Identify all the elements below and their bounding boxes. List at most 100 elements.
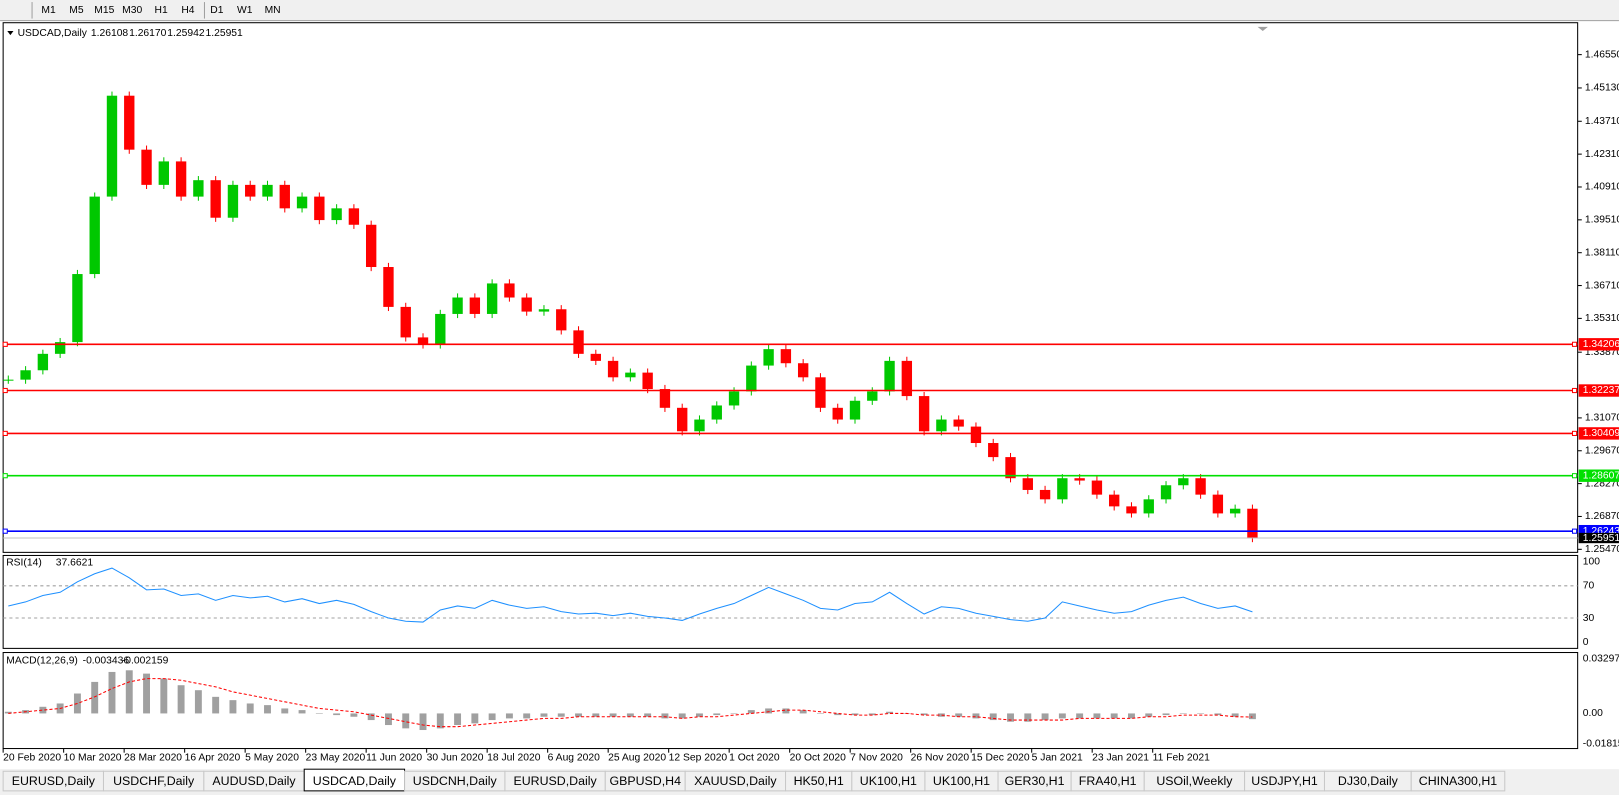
tab[interactable]: FRA40,H1 (1070, 770, 1145, 792)
tab-label[interactable]: GER30,H1 (1005, 774, 1065, 788)
timeframe-button[interactable]: H1 (155, 5, 168, 16)
candle-body (469, 297, 481, 314)
macd-bar (229, 700, 237, 714)
timeframe-button[interactable]: MN (265, 5, 281, 16)
macd-bar (955, 713, 963, 717)
tab-label[interactable]: UK100,H1 (860, 774, 917, 788)
macd-bar (730, 713, 738, 714)
y-tick-label: 1.33870 (1585, 347, 1619, 358)
tab[interactable]: XAUUSD,Daily (684, 770, 787, 792)
candle-body (89, 196, 100, 275)
tab-label[interactable]: CHINA300,H1 (1419, 774, 1498, 788)
macd-bar (298, 710, 306, 714)
macd-bar (384, 713, 392, 726)
tab[interactable]: USDCAD,Daily (303, 768, 406, 792)
timeframe-button[interactable]: M1 (41, 5, 56, 16)
macd-bar (937, 713, 945, 717)
collapse-arrow[interactable] (7, 30, 14, 36)
tab-label[interactable]: GBPUSD,H4 (609, 774, 681, 788)
y-tick-label: 1.38110 (1585, 247, 1619, 258)
timeframe-button[interactable]: D1 (210, 5, 223, 16)
tab-label[interactable]: USDCAD,Daily (313, 774, 397, 788)
macd-bar (1145, 713, 1153, 717)
tab[interactable]: DJ30,Daily (1323, 770, 1412, 792)
candle-body (573, 330, 584, 354)
timeframe-button[interactable]: M15 (94, 5, 114, 16)
candle-body (37, 353, 49, 371)
tab-label[interactable]: XAUUSD,Daily (694, 774, 777, 788)
tab[interactable]: UK100,H1 (924, 770, 999, 792)
macd-bar (264, 705, 271, 714)
tab[interactable]: EURUSD,Daily (504, 770, 606, 792)
x-tick-label: 18 Jul 2020 (487, 753, 541, 764)
tab[interactable]: CHINA300,H1 (1410, 770, 1506, 792)
tab-label[interactable]: AUDUSD,Daily (212, 774, 296, 788)
candle-body (1057, 478, 1068, 500)
macd-bar (160, 678, 168, 714)
macd-bar (765, 708, 773, 714)
level-handle (1571, 341, 1578, 347)
tab-label[interactable]: EURUSD,Daily (12, 774, 96, 788)
tab-label[interactable]: USDJPY,H1 (1251, 774, 1318, 788)
bid-label: 1.25951 (1583, 533, 1619, 544)
candle-body (504, 283, 515, 298)
candle-body (1178, 478, 1189, 486)
tab[interactable]: GER30,H1 (997, 770, 1072, 792)
candle-body (970, 426, 982, 444)
tab-label[interactable]: UK100,H1 (933, 774, 990, 788)
chart-window (0, 21, 1619, 770)
macd-tick-label: 0.00 (1583, 708, 1603, 719)
macd-bar (1214, 713, 1222, 716)
timeframe-button[interactable]: H4 (181, 5, 194, 16)
level-handle (2, 473, 8, 479)
tab[interactable]: EURUSD,Daily (2, 770, 105, 792)
y-tick-label: 1.40910 (1585, 182, 1619, 193)
bid-tag (1578, 532, 1619, 544)
tab[interactable]: USOil,Weekly (1143, 770, 1246, 792)
tab[interactable]: USDCHF,Daily (102, 770, 205, 792)
tab[interactable]: UK100,H1 (851, 770, 926, 792)
tab[interactable]: USDCNH,Daily (404, 770, 506, 792)
macd-bar (1041, 713, 1049, 721)
macd-bar (1110, 713, 1118, 719)
macd-bar (557, 713, 565, 717)
candle-body (538, 309, 550, 312)
tab-label[interactable]: USDCHF,Daily (113, 774, 195, 788)
macd-bar (523, 713, 531, 719)
candle-body (3, 379, 14, 381)
tab[interactable]: AUDUSD,Daily (203, 770, 305, 792)
x-tick-label: 20 Oct 2020 (790, 753, 846, 764)
tab-label[interactable]: FRA40,H1 (1079, 774, 1137, 788)
rsi-tick-label: 70 (1583, 581, 1595, 592)
tab-label[interactable]: USDCNH,Daily (413, 774, 498, 788)
tab-label[interactable]: DJ30,Daily (1338, 774, 1399, 788)
level-handle (2, 341, 8, 347)
tab-label[interactable]: HK50,H1 (794, 774, 844, 788)
candle-body (1039, 489, 1051, 500)
tab-label[interactable]: USOil,Weekly (1156, 774, 1233, 788)
macd-bar (315, 713, 323, 714)
macd-bar (108, 671, 116, 714)
candle-body (521, 297, 532, 312)
timeframe-button[interactable]: M30 (122, 5, 142, 16)
candle-body (279, 184, 290, 209)
candle-body (590, 353, 601, 361)
candle-body (953, 419, 964, 427)
candle-body (348, 208, 360, 225)
level-tag (1578, 469, 1619, 482)
macd-bar (1024, 713, 1032, 722)
level-handle (1571, 387, 1578, 394)
x-tick-label: 30 Jun 2020 (427, 753, 484, 764)
tab[interactable]: HK50,H1 (785, 770, 853, 792)
timeframe-button[interactable]: W1 (237, 5, 253, 16)
tab-label[interactable]: EURUSD,Daily (513, 774, 597, 788)
macd-bar (834, 713, 842, 716)
timeframe-button[interactable]: M5 (69, 5, 84, 16)
candle-body (832, 407, 843, 420)
ohlc-value: 1.26108 (91, 28, 129, 39)
tab[interactable]: GBPUSD,H4 (604, 770, 686, 792)
level-handle (1571, 528, 1578, 534)
y-tick-label: 1.35310 (1585, 313, 1619, 324)
candle-body (780, 349, 792, 364)
tab[interactable]: USDJPY,H1 (1244, 770, 1326, 792)
